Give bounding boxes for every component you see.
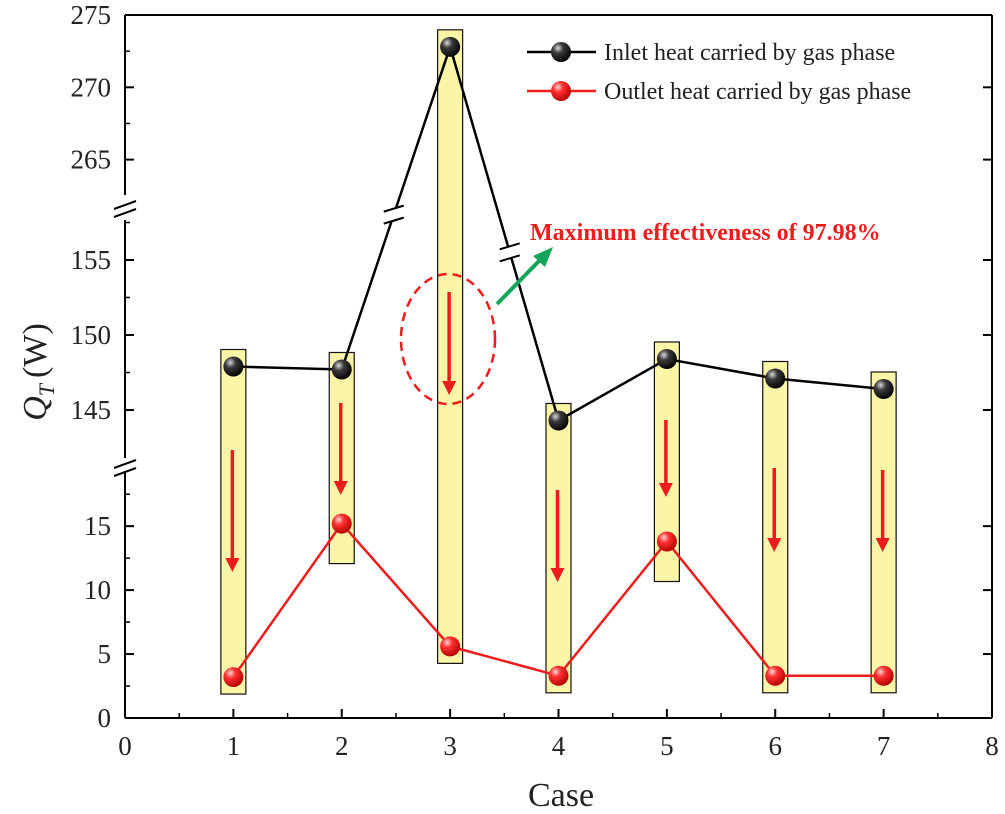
y-axis-title: QT (W) xyxy=(17,323,59,421)
x-tick-label-8: 8 xyxy=(985,731,999,761)
outlet-point-4 xyxy=(548,665,569,686)
inlet-point-3 xyxy=(440,36,461,57)
arrow-head-1 xyxy=(225,558,240,572)
arrow-head-3 xyxy=(442,381,457,395)
y-axis-break-2-b xyxy=(113,208,137,218)
axes xyxy=(113,14,993,719)
inlet-point-5 xyxy=(656,349,677,369)
outlet-point-1 xyxy=(223,667,244,688)
arrow-head-7 xyxy=(875,538,890,552)
y-tick-label-0: 0 xyxy=(98,703,112,733)
annotation-text: Maximum effectiveness of 97.98% xyxy=(530,220,881,246)
annotation-highlight-ellipse xyxy=(399,272,497,406)
line-break-gap-2 xyxy=(500,246,519,259)
legend-label-inlet: Inlet heat carried by gas phase xyxy=(604,40,895,66)
x-tick-label-3: 3 xyxy=(443,731,457,761)
x-tick-label-0: 0 xyxy=(118,731,132,761)
series-markers xyxy=(223,36,894,688)
y-axis-break-1-a xyxy=(113,459,137,469)
arrow-head-2 xyxy=(333,481,348,495)
highlight-bars xyxy=(220,29,897,695)
legend: Inlet heat carried by gas phase Outlet h… xyxy=(527,40,911,105)
y-tick-label-150: 150 xyxy=(71,320,112,350)
inlet-point-1 xyxy=(223,356,244,377)
x-tick-label-6: 6 xyxy=(769,731,783,761)
tick-labels: 0 1 2 3 4 5 6 7 8 0 5 10 15 145 150 155 265 270 275 xyxy=(71,0,999,761)
inlet-point-6 xyxy=(765,368,786,389)
x-tick-label-4: 4 xyxy=(552,731,566,761)
reduction-arrows xyxy=(225,292,890,582)
y-axis-title-symbol: Q xyxy=(17,396,54,421)
x-tick-label-1: 1 xyxy=(227,731,241,761)
outlet-point-2 xyxy=(331,513,352,534)
annotation-pointer-line xyxy=(495,258,542,306)
y-axis-title-unit: (W) xyxy=(17,323,54,378)
outlet-point-7 xyxy=(873,665,894,686)
inlet-point-4 xyxy=(548,410,569,431)
legend-marker-outlet xyxy=(551,81,571,101)
y-tick-label-15: 15 xyxy=(84,511,111,541)
line-break-gap-1 xyxy=(384,208,403,221)
inlet-point-2 xyxy=(331,359,352,380)
line-break-mark-b-2 xyxy=(499,254,521,263)
x-tick-label-2: 2 xyxy=(335,731,349,761)
arrow-head-4 xyxy=(550,568,565,582)
outlet-point-3 xyxy=(440,636,461,657)
x-tick-label-5: 5 xyxy=(660,731,674,761)
y-tick-label-270: 270 xyxy=(71,72,112,102)
y-tick-label-155: 155 xyxy=(71,245,112,275)
annotation-group: Maximum effectiveness of 97.98% xyxy=(399,220,881,406)
arrow-head-5 xyxy=(658,483,673,497)
x-axis-title: Case xyxy=(528,777,594,814)
y-tick-label-5: 5 xyxy=(98,639,112,669)
y-tick-label-275: 275 xyxy=(71,0,112,30)
arrow-head-6 xyxy=(767,538,782,552)
x-tick-label-7: 7 xyxy=(877,731,891,761)
y-axis-break-1-b xyxy=(113,467,137,477)
outlet-point-5 xyxy=(656,531,677,552)
y-tick-label-10: 10 xyxy=(84,575,111,605)
y-axis-break-2-a xyxy=(113,200,137,210)
inlet-point-7 xyxy=(873,379,894,399)
line-break-mark-b-1 xyxy=(383,216,405,225)
line-break-mark-a-1 xyxy=(383,204,405,213)
legend-marker-inlet xyxy=(551,42,571,62)
annotation-pointer-head xyxy=(533,247,553,267)
y-tick-label-265: 265 xyxy=(71,145,112,175)
outlet-point-6 xyxy=(765,665,786,686)
y-axis-title-subscript: T xyxy=(34,382,59,396)
line-break-mark-a-2 xyxy=(499,242,521,251)
y-tick-label-145: 145 xyxy=(71,395,112,425)
legend-label-outlet: Outlet heat carried by gas phase xyxy=(604,79,911,105)
